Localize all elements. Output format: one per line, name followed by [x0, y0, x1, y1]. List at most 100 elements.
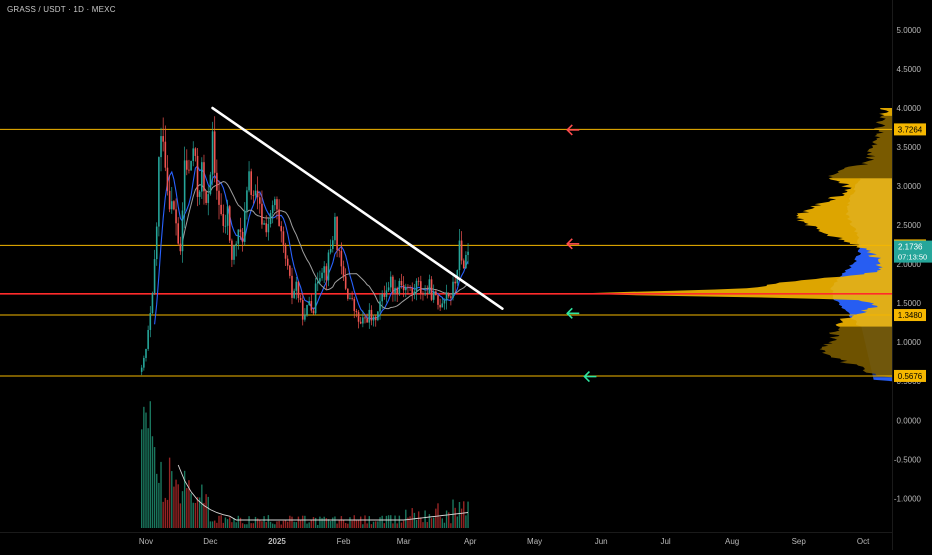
candle-body	[254, 190, 257, 196]
candle-body	[314, 283, 317, 314]
candle-body	[338, 249, 341, 251]
candle-body	[211, 131, 214, 175]
candle-body	[355, 310, 358, 313]
volume-bar	[306, 523, 308, 528]
arrow-annotations	[566, 124, 597, 383]
volume-bar	[280, 524, 282, 528]
candle-body	[265, 223, 268, 233]
volume-bar	[246, 524, 248, 528]
candle-body	[312, 310, 315, 314]
volume-bar	[450, 523, 452, 528]
volume-bar	[256, 518, 259, 528]
time-tick-label: Mar	[397, 537, 411, 546]
volume-bar	[259, 520, 261, 528]
volume-profile-shade-bottom	[740, 326, 892, 378]
candle-body	[362, 317, 364, 324]
volume-pane	[141, 401, 469, 528]
price-tag-box	[894, 369, 926, 382]
price-tick-label: 5.0000	[897, 26, 922, 35]
candle-body	[443, 300, 446, 304]
candle-body	[462, 260, 465, 269]
candle-body	[450, 296, 452, 298]
volume-bar	[205, 494, 207, 528]
volume-bar	[160, 461, 162, 528]
price-tick-label: 4.0000	[897, 104, 922, 113]
volume-bar	[379, 517, 381, 528]
time-tick-label: Oct	[857, 537, 870, 546]
volume-bar	[218, 515, 220, 528]
candle-body	[411, 287, 414, 295]
candle-body	[271, 205, 274, 213]
volume-bar	[351, 520, 353, 528]
candle-body	[190, 160, 192, 171]
candle-body	[246, 190, 248, 211]
volume-bar	[317, 524, 319, 528]
volume-bar	[173, 486, 175, 528]
candle-body	[276, 199, 278, 210]
volume-bar	[338, 520, 340, 528]
price-tick-label: 0.0000	[897, 416, 922, 425]
volume-bar	[413, 512, 416, 528]
candle-body	[310, 301, 313, 311]
candle-body	[258, 197, 261, 204]
volume-bar	[299, 520, 302, 528]
volume-bar	[349, 517, 351, 528]
time-tick-label: May	[527, 537, 542, 546]
volume-bar	[454, 507, 456, 528]
volume-bar	[392, 523, 394, 528]
volume-bar	[465, 515, 467, 528]
symbol-title: GRASS / USDT · 1D · MEXC	[7, 5, 116, 14]
volume-bar	[302, 515, 304, 528]
candle-body	[166, 167, 169, 191]
candle-body	[299, 298, 302, 301]
volume-bar	[145, 412, 147, 528]
volume-bar	[415, 519, 418, 528]
volume-bar	[168, 457, 171, 528]
candle-body	[203, 162, 205, 192]
candle-body	[297, 281, 300, 299]
candle-body	[196, 155, 199, 197]
volume-bar	[368, 516, 370, 528]
time-axis[interactable]: Nov Dec 2025 Feb Mar Apr May Jun Jul Aug Sep Oct	[139, 537, 870, 546]
candle-body	[359, 321, 362, 324]
candle-body	[389, 276, 392, 288]
candle-body	[417, 280, 420, 282]
price-tag-box	[894, 309, 926, 322]
volume-bar	[158, 482, 160, 528]
candle-body	[183, 160, 186, 211]
candle-body	[235, 243, 237, 246]
candle-body	[175, 209, 177, 224]
candle-body	[441, 303, 444, 308]
candle-body	[426, 292, 429, 294]
volume-bar	[323, 516, 325, 528]
price-tick-label: 4.5000	[897, 65, 922, 74]
candle-body	[226, 206, 229, 226]
candle-body	[274, 199, 276, 206]
candle-body	[220, 204, 222, 215]
volume-bar	[334, 516, 336, 528]
price-tick-label: 3.0000	[897, 182, 922, 191]
candle-body	[192, 148, 195, 161]
volume-bar	[216, 522, 218, 528]
candle-body	[256, 190, 259, 198]
candle-body	[241, 231, 244, 242]
volume-bar	[229, 517, 231, 528]
candle-body	[415, 280, 418, 292]
candle-body	[188, 169, 190, 171]
volume-bar	[387, 515, 390, 528]
volume-bar	[291, 516, 293, 528]
volume-bar	[364, 515, 366, 528]
candle-body	[400, 280, 403, 286]
candle-body	[308, 301, 310, 305]
volume-bar	[235, 522, 237, 528]
time-tick-label: Jun	[595, 537, 608, 546]
candle-body	[435, 291, 437, 296]
volume-bar	[287, 521, 289, 528]
candle-body	[353, 298, 356, 311]
volume-bar	[460, 508, 463, 528]
candle-body	[145, 348, 147, 358]
volume-bar	[381, 515, 383, 528]
volume-bar	[435, 508, 437, 528]
